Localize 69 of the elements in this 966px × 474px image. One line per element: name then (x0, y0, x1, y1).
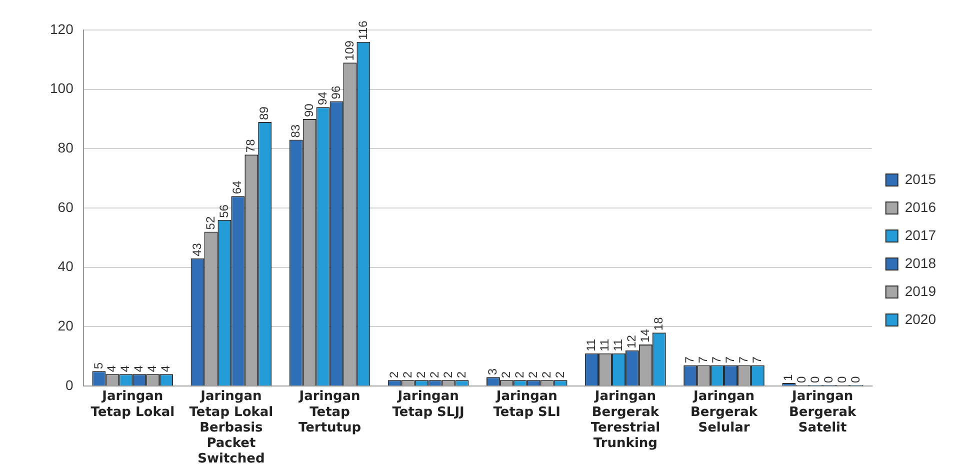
data-label: 0 (835, 376, 850, 383)
data-label: 2 (498, 371, 513, 378)
data-label: 18 (651, 316, 666, 331)
data-label: 2 (512, 371, 526, 378)
data-label: 4 (158, 365, 173, 372)
legend-label: 2020 (904, 310, 936, 327)
x-tick-label: Jaringan Tetap Lokal Berbasis Packet Switched (189, 389, 274, 467)
legend-label: 2019 (904, 282, 936, 299)
data-label: 7 (736, 356, 751, 364)
data-label: 56 (216, 204, 231, 218)
data-label: 0 (808, 376, 822, 383)
data-label: 2 (526, 371, 540, 378)
data-label: 64 (230, 180, 244, 194)
data-label: 2 (400, 371, 414, 378)
data-label: 96 (328, 86, 343, 100)
data-label: 7 (750, 356, 764, 364)
y-tick-label: 120 (50, 20, 74, 37)
data-label: 0 (848, 376, 863, 383)
data-label: 7 (696, 356, 710, 364)
x-tick-label: Jaringan Bergerak Terestrial Trunking (590, 389, 660, 451)
data-label: 1 (781, 374, 796, 382)
data-label: 43 (190, 242, 204, 256)
data-label: 11 (584, 338, 598, 352)
data-label: 94 (315, 91, 330, 106)
data-label: 4 (118, 365, 132, 372)
legend-label: 2018 (904, 254, 936, 271)
data-label: 109 (342, 40, 356, 61)
data-label: 2 (539, 371, 554, 378)
data-label: 2 (427, 371, 442, 378)
data-label: 2 (440, 371, 455, 378)
data-label: 78 (244, 138, 258, 153)
x-tick-label: Jaringan Bergerak Selular (690, 389, 758, 436)
data-label: 4 (104, 365, 119, 372)
data-label: 5 (91, 362, 106, 370)
data-label: 12 (624, 334, 638, 348)
x-tick-label: Jaringan Tetap SLJJ (392, 389, 464, 420)
data-label: 11 (598, 338, 612, 352)
legend-label: 2017 (904, 226, 936, 243)
x-tick-label: Jaringan Tetap Tertutup (298, 389, 362, 436)
legend-label: 2016 (904, 198, 936, 215)
data-label: 2 (552, 371, 567, 378)
data-label: 0 (794, 376, 809, 383)
y-tick-label: 20 (58, 318, 74, 334)
y-tick-label: 40 (58, 258, 74, 274)
data-label: 116 (356, 20, 370, 40)
data-label: 14 (638, 328, 652, 342)
data-label: 2 (414, 371, 428, 378)
data-label: 7 (682, 356, 697, 364)
data-label: 52 (203, 216, 218, 230)
y-tick-label: 100 (50, 80, 74, 96)
y-tick-label: 0 (66, 376, 74, 393)
data-label: 7 (723, 356, 738, 364)
x-tick-label: Jaringan Tetap Lokal (90, 389, 175, 420)
data-label: 7 (710, 356, 724, 364)
y-tick-label: 60 (58, 198, 74, 215)
data-label: 4 (132, 365, 146, 372)
x-tick-label: Jaringan Bergerak Satelit (789, 389, 856, 436)
legend-label: 2015 (904, 170, 936, 187)
data-label: 4 (145, 365, 160, 372)
y-tick-label: 80 (58, 140, 74, 156)
data-label: 83 (288, 124, 302, 138)
data-label: 90 (302, 103, 316, 117)
data-label: 3 (486, 368, 500, 376)
data-label: 2 (386, 371, 401, 378)
data-label: 11 (611, 338, 626, 352)
data-label: 0 (822, 376, 836, 383)
data-label: 2 (454, 371, 468, 378)
data-label: 89 (257, 106, 272, 120)
x-tick-label: Jaringan Tetap SLI (493, 389, 561, 420)
